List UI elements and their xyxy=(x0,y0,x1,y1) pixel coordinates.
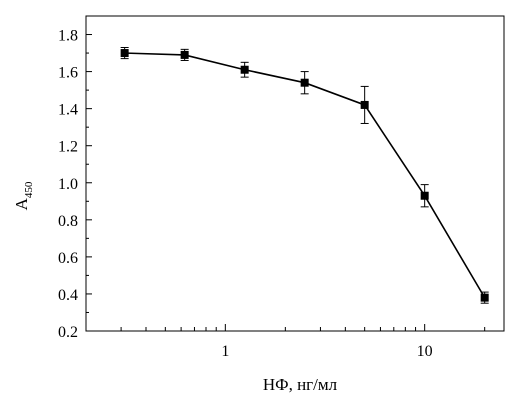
data-point xyxy=(360,100,369,109)
data-point xyxy=(240,65,249,74)
x-axis-minor-ticks xyxy=(120,327,486,331)
data-point xyxy=(180,50,189,59)
error-bars xyxy=(120,47,489,304)
x-axis-ticks: 1 10 xyxy=(221,324,433,360)
x-axis-label: НФ, нг/мл xyxy=(263,375,338,394)
y-axis-label-main: A xyxy=(12,197,31,210)
data-point xyxy=(480,293,489,302)
data-point xyxy=(420,191,429,200)
data-point xyxy=(120,49,129,58)
x-tick-label: 1 xyxy=(221,343,229,360)
y-tick-label: 0.2 xyxy=(58,324,78,341)
y-tick-label: 0.8 xyxy=(58,213,78,230)
x-tick-label: 10 xyxy=(417,343,433,360)
y-tick-label: 1.8 xyxy=(58,28,78,45)
y-axis-label-subscript: 450 xyxy=(23,181,35,198)
data-markers xyxy=(120,49,489,302)
plot-frame xyxy=(85,15,505,332)
y-axis-ticks: 0.2 0.4 0.6 0.8 1.0 1.2 1.4 1.6 1.8 xyxy=(58,15,92,341)
y-tick-label: 1.2 xyxy=(58,139,78,156)
y-tick-label: 1.4 xyxy=(58,102,78,119)
data-point xyxy=(300,78,309,87)
plot-area xyxy=(85,15,505,332)
y-tick-label: 1.6 xyxy=(58,65,78,82)
y-tick-label: 1.0 xyxy=(58,176,78,193)
y-axis-label: A450 xyxy=(12,181,35,210)
y-tick-label: 0.4 xyxy=(58,287,78,304)
y-tick-label: 0.6 xyxy=(58,250,78,267)
